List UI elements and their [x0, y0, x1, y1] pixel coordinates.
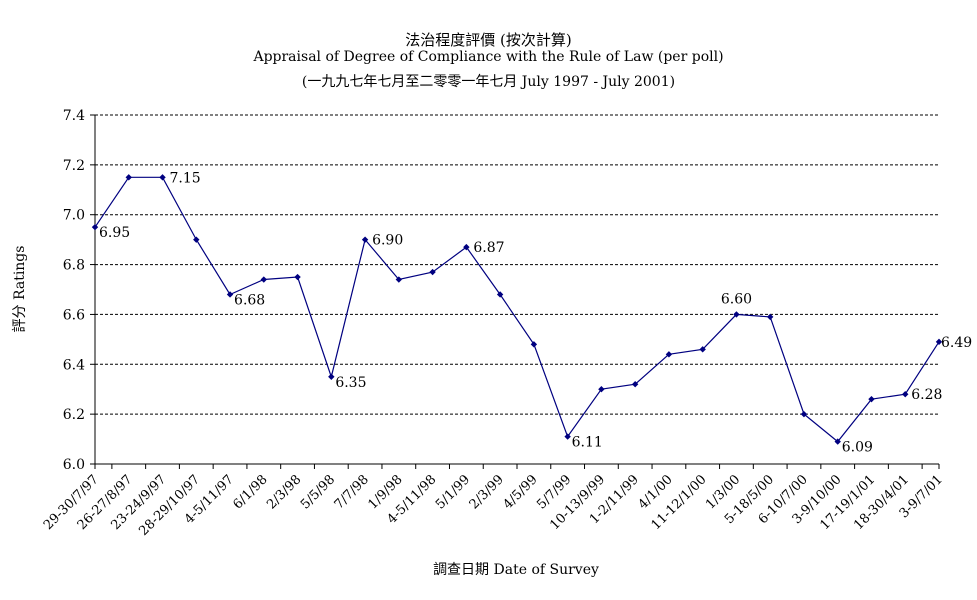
y-tick-label-7.2: 7.2 [63, 158, 85, 174]
chart-subtitle: Appraisal of Degree of Compliance with t… [253, 49, 724, 65]
data-point [294, 273, 301, 281]
y-tick-label-7.0: 7.0 [63, 208, 85, 224]
data-point [125, 174, 132, 181]
x-tick-label: 2/3/99 [467, 472, 507, 512]
data-point [260, 276, 267, 283]
data-point [564, 433, 571, 440]
data-point [193, 236, 200, 243]
x-tick-label: 4/5/99 [501, 472, 541, 512]
y-tick-label-6.8: 6.8 [63, 258, 85, 274]
data-point [395, 276, 403, 283]
data-point [496, 291, 504, 298]
chart-title: 法治程度評價 (按次計算) [405, 31, 572, 49]
series-ratings [91, 174, 943, 445]
data-point [665, 351, 673, 358]
data-label: 6.09 [842, 440, 873, 456]
data-label: 6.60 [721, 291, 752, 307]
data-point [598, 386, 605, 393]
data-point [226, 291, 234, 298]
x-tick-label: 7/7/98 [332, 472, 372, 512]
x-tick-label: 2/3/98 [264, 472, 304, 512]
x-tick-label: 5/5/98 [298, 472, 338, 512]
data-point [935, 338, 943, 346]
data-point [902, 391, 909, 398]
y-axis-label: 評分 Ratings [12, 246, 28, 333]
data-point [328, 373, 335, 380]
data-point [361, 236, 369, 243]
data-point [834, 438, 841, 445]
data-point [868, 395, 875, 403]
data-label: 6.90 [372, 233, 403, 249]
x-tick-label: 6/1/98 [230, 472, 270, 512]
gridlines [95, 114, 939, 415]
data-label: 6.35 [335, 375, 366, 391]
chart-subtitle-date-range: (一九九七年七月至二零零一年七月 July 1997 - July 2001) [301, 74, 676, 90]
data-label: 6.11 [572, 435, 603, 451]
data-point [733, 311, 740, 318]
y-tick-label-6.0: 6.0 [63, 457, 85, 473]
y-tick-label-6.2: 6.2 [63, 407, 85, 423]
data-point [800, 410, 808, 418]
x-axis-label: 調查日期 Date of Survey [433, 562, 599, 578]
data-label: 6.95 [99, 225, 130, 241]
data-point [767, 313, 774, 321]
data-point [631, 381, 639, 388]
data-label: 6.68 [234, 292, 265, 308]
data-point [91, 223, 99, 231]
y-tick-label-6.6: 6.6 [63, 307, 85, 323]
data-label: 6.49 [941, 335, 972, 351]
series-line [94, 176, 940, 443]
data-point [699, 346, 706, 353]
y-tick-label-6.4: 6.4 [63, 357, 85, 373]
data-label: 6.87 [473, 240, 504, 256]
data-label: 7.15 [170, 170, 201, 186]
x-tick-label: 5/1/99 [433, 472, 473, 512]
data-label: 6.28 [911, 387, 942, 403]
data-point [429, 268, 436, 276]
data-point [463, 243, 470, 251]
data-labels: 6.95 7.15 6.68 6.35 6.90 6.87 6.11 6.60 6.09 6.28… [99, 170, 972, 455]
data-point [159, 174, 166, 181]
data-point [530, 341, 538, 348]
y-tick-label-7.4: 7.4 [63, 108, 85, 124]
